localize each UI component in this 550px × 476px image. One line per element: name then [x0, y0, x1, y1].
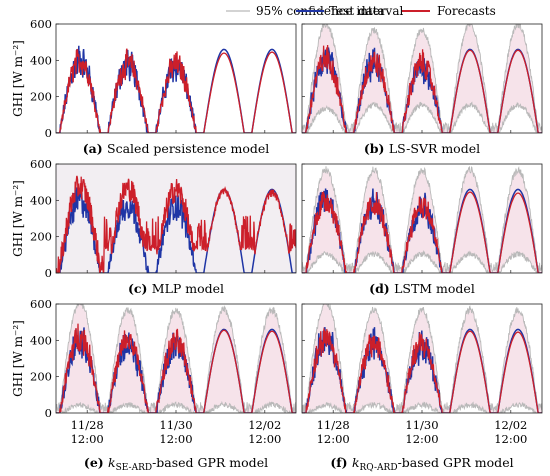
legend-ci-label: 95% confidence interval — [256, 4, 403, 18]
y-tick-label: 400 — [30, 53, 52, 67]
x-tick-time: 12:00 — [317, 432, 350, 446]
legend: 95% confidence interval Test data Foreca… — [226, 4, 496, 18]
y-tick-label: 600 — [30, 157, 52, 171]
caption-prefix: (e) — [84, 455, 108, 470]
ci-band-e — [56, 304, 296, 413]
x-tick-date: 11/28 — [317, 418, 350, 432]
panels: 0 200 400 600 GHI [W m⁻²] (a) Scaled persiste… — [11, 17, 543, 473]
caption-kernel: k — [352, 455, 360, 470]
x-tick-date: 11/28 — [71, 418, 104, 432]
caption-kernel-sub: RQ-ARD — [360, 463, 398, 473]
x-tick-time: 12:00 — [159, 432, 192, 446]
panel-e: 0 200 400 600 GHI [W m⁻²] (e) kSE-ARD-based G… — [11, 297, 297, 473]
caption-f: (f) kRQ-ARD-based GPR model — [330, 455, 513, 473]
forecast-series-a — [56, 48, 296, 133]
y-tick-label: 600 — [30, 297, 52, 311]
ci-band-d — [302, 166, 542, 273]
caption-c: (c) MLP model — [128, 281, 224, 296]
y-tick-label: 200 — [30, 230, 52, 244]
panel-b: (b) LS-SVR model — [301, 23, 543, 156]
y-axis-label: GHI [W m⁻²] — [11, 320, 25, 397]
y-tick-label: 0 — [45, 406, 52, 420]
ci-upper-b — [302, 24, 542, 133]
ci-band-b — [302, 24, 542, 133]
y-tick-label: 400 — [30, 193, 52, 207]
caption-prefix: (d) — [369, 281, 394, 296]
ci-upper-d — [302, 165, 542, 273]
caption-d: (d) LSTM model — [369, 281, 475, 296]
plot-area-b — [302, 24, 542, 133]
caption-text: LSTM model — [394, 281, 475, 296]
caption-b: (b) LS-SVR model — [364, 141, 480, 156]
forecast-series-c — [56, 175, 296, 273]
ci-lower-f — [302, 401, 542, 413]
y-tick-label: 0 — [45, 126, 52, 140]
caption-text: -based GPR model — [152, 455, 268, 470]
y-axis-label: GHI [W m⁻²] — [11, 40, 25, 117]
ci-upper-e — [56, 304, 296, 413]
panel-f: (f) kRQ-ARD-based GPR model — [301, 303, 543, 473]
x-tick-date: 11/30 — [159, 418, 192, 432]
ci-band-f — [302, 304, 542, 413]
caption-text: Scaled persistence model — [107, 141, 269, 156]
forecast-series-d — [302, 190, 542, 273]
forecast-series-e — [56, 323, 296, 413]
forecast-series-f — [302, 327, 542, 413]
x-tick-date: 11/30 — [405, 418, 438, 432]
x-tick-labels: 11/2812:0011/3012:0012/0212:0011/2812:00… — [71, 418, 528, 446]
y-axis-label: GHI [W m⁻²] — [11, 180, 25, 257]
caption-text: MLP model — [152, 281, 224, 296]
caption-kernel-sub: SE-ARD — [116, 463, 152, 473]
caption-prefix: (c) — [128, 281, 152, 296]
legend-test-label: Test data — [329, 4, 385, 18]
panel-c: 0 200 400 600 GHI [W m⁻²] (c) MLP model — [11, 157, 297, 296]
x-tick-time: 12:00 — [494, 432, 527, 446]
caption-prefix: (a) — [83, 141, 107, 156]
panel-d: (d) LSTM model — [301, 163, 543, 296]
ci-upper-f — [302, 304, 542, 413]
caption-e: (e) kSE-ARD-based GPR model — [84, 455, 268, 473]
caption-text: LS-SVR model — [389, 141, 480, 156]
caption-kernel: k — [108, 455, 116, 470]
x-tick-date: 12/02 — [248, 418, 281, 432]
y-tick-label: 400 — [30, 333, 52, 347]
forecast-series-b — [302, 44, 542, 133]
y-tick-label: 200 — [30, 370, 52, 384]
x-tick-date: 12/02 — [494, 418, 527, 432]
plot-area-c — [56, 164, 296, 273]
ci-lower-b — [302, 101, 542, 133]
plot-area-d — [302, 165, 542, 273]
x-tick-time: 12:00 — [248, 432, 281, 446]
caption-text: -based GPR model — [398, 455, 514, 470]
x-tick-time: 12:00 — [405, 432, 438, 446]
plot-area-a — [56, 45, 296, 133]
plot-area-f — [302, 304, 542, 413]
y-tick-label: 600 — [30, 17, 52, 31]
panel-a: 0 200 400 600 GHI [W m⁻²] (a) Scaled persiste… — [11, 17, 297, 156]
caption-a: (a) Scaled persistence model — [83, 141, 270, 156]
caption-prefix: (f) — [330, 455, 352, 470]
y-tick-label: 0 — [45, 266, 52, 280]
plot-area-e — [56, 304, 296, 413]
legend-forecast-label: Forecasts — [437, 4, 496, 18]
caption-prefix: (b) — [364, 141, 389, 156]
ci-lower-e — [56, 400, 296, 413]
ci-lower-d — [302, 249, 542, 273]
x-tick-time: 12:00 — [71, 432, 104, 446]
y-tick-label: 200 — [30, 90, 52, 104]
